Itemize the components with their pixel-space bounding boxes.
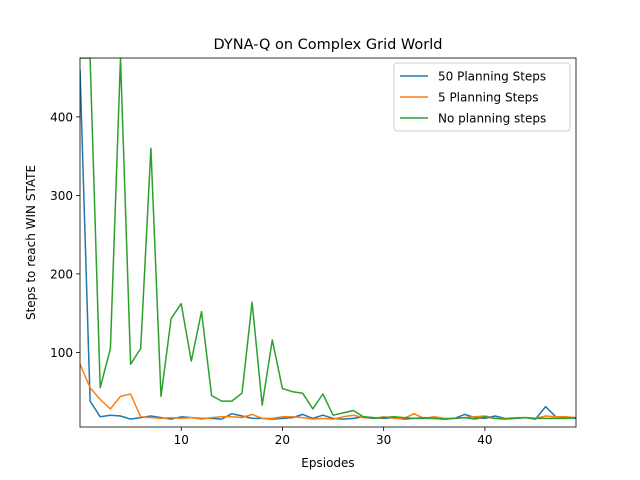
y-axis-label: Steps to reach WIN STATE [24,165,38,320]
series-line-3 [80,58,576,420]
legend-label-3: No planning steps [438,112,546,126]
x-axis: 10 20 30 40 [174,427,493,447]
legend-frame [393,62,571,132]
x-tick-label: 40 [477,433,492,447]
x-axis-label: Epsiodes [301,456,354,470]
series-layer [80,58,576,420]
legend: 50 Planning Steps 5 Planning Steps No plan… [393,62,571,132]
x-tick-label: 30 [376,433,391,447]
chart-title: DYNA-Q on Complex Grid World [214,37,443,53]
y-tick-label: 100 [50,346,73,360]
x-tick-label: 20 [275,433,290,447]
y-axis: 100 200 300 400 [50,110,80,360]
y-tick-label: 400 [50,110,73,124]
x-tick-label: 10 [174,433,189,447]
legend-label-1: 50 Planning Steps [438,70,546,84]
y-tick-label: 300 [50,189,73,203]
legend-label-2: 5 Planning Steps [438,91,539,105]
y-tick-label: 200 [50,267,73,281]
plot-area-frame [79,57,577,428]
